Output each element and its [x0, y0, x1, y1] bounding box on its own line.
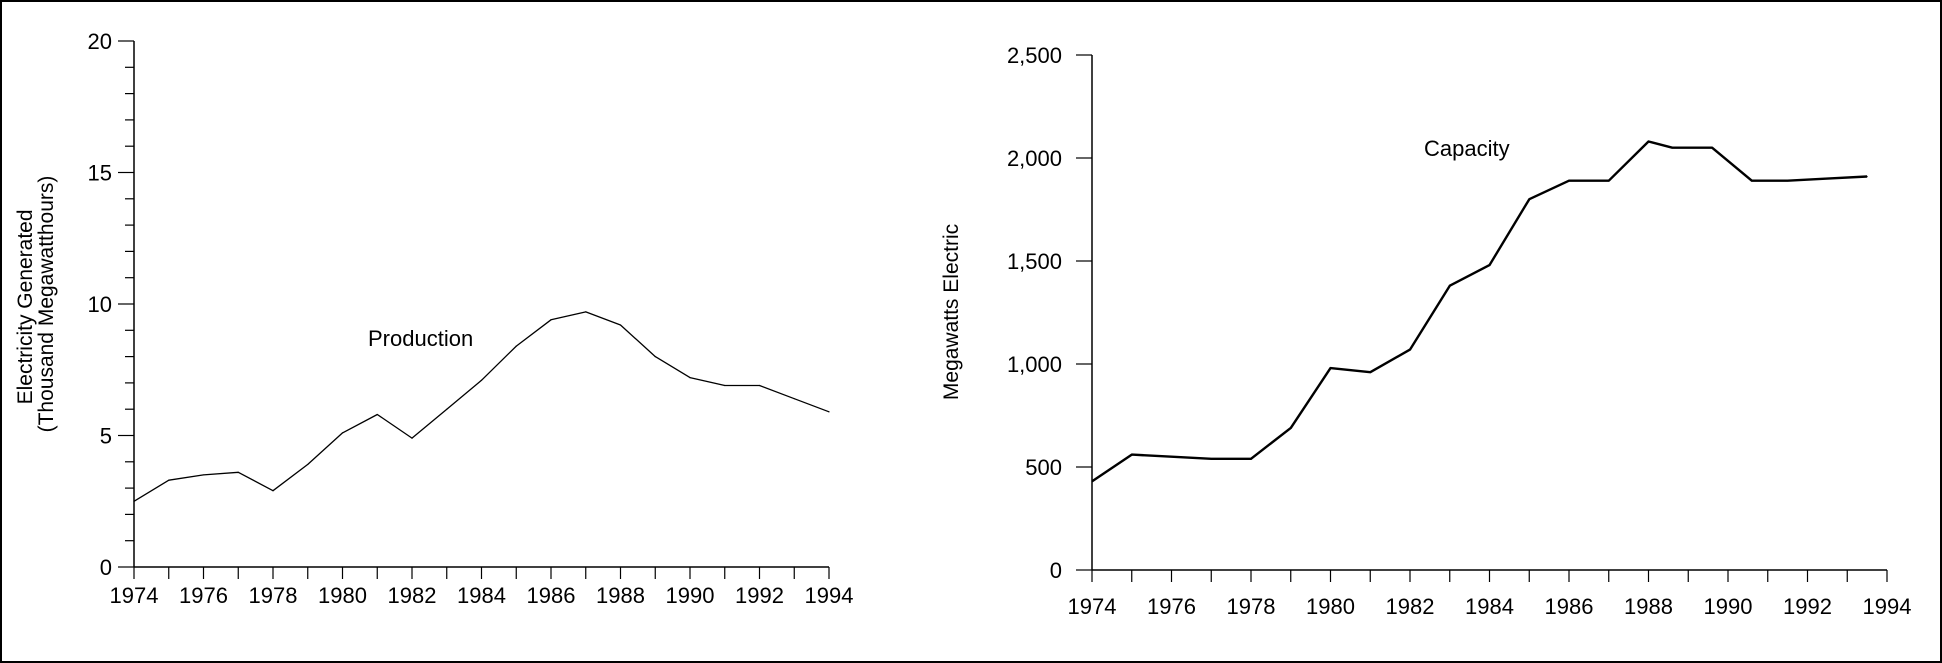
production-data-point [724, 384, 726, 387]
capacity-data-point [1449, 285, 1451, 287]
production-data-point [619, 324, 622, 326]
capacity-x-tick-label: 1980 [1306, 594, 1355, 619]
capacity-y-axis-title-line-1: Megawatts Electric [940, 224, 963, 400]
capacity-y-tick-label: 0 [1050, 558, 1062, 583]
production-x-tick-label: 1988 [596, 583, 645, 608]
capacity-y-tick-label: 2,500 [1007, 43, 1062, 68]
production-data-point [168, 479, 170, 481]
production-y-tick-label: 0 [100, 555, 112, 580]
capacity-x-tick-label: 1986 [1545, 594, 1594, 619]
production-data-point [272, 490, 274, 492]
capacity-data-point [1369, 371, 1371, 373]
production-data-point [689, 377, 691, 379]
production-data-point [307, 463, 309, 466]
production-y-axis-title-line-1: Electricity Generated [14, 209, 37, 404]
production-x-tick-label: 1990 [666, 583, 715, 608]
capacity-data-point [1568, 180, 1570, 182]
capacity-y-tick-label: 1,000 [1007, 352, 1062, 377]
capacity-data-point [1671, 147, 1673, 149]
production-x-tick-label: 1974 [110, 583, 159, 608]
production-x-tick-label: 1994 [805, 583, 854, 608]
production-y-tick-label: 20 [88, 29, 112, 54]
capacity-data-point [1409, 348, 1411, 351]
capacity-data-point [1091, 480, 1093, 483]
production-data-point [341, 432, 344, 434]
capacity-x-tick-label: 1988 [1624, 594, 1673, 619]
production-data-point [376, 413, 378, 416]
production-data-point [654, 356, 656, 358]
capacity-x-tick-label: 1992 [1783, 594, 1832, 619]
production-data-point [202, 474, 205, 476]
production-x-tick-label: 1978 [249, 583, 298, 608]
capacity-data-point [1826, 178, 1828, 180]
production-x-tick-label: 1984 [457, 583, 506, 608]
production-y-axis-title: Electricity Generated (Thousand Megawatt… [14, 176, 58, 433]
capacity-data-point [1329, 367, 1332, 369]
capacity-data-point [1647, 140, 1650, 143]
production-data-point [515, 345, 517, 347]
capacity-data-point [1488, 264, 1491, 266]
capacity-data-point [1528, 198, 1530, 200]
production-x-tick-label: 1982 [388, 583, 437, 608]
production-y-tick-label: 10 [88, 292, 112, 317]
capacity-data-point [1250, 458, 1252, 460]
capacity-data-point [1131, 454, 1133, 456]
production-y-tick-label: 15 [88, 161, 112, 186]
capacity-data-point [1866, 175, 1868, 178]
capacity-x-tick-label: 1994 [1863, 594, 1912, 619]
production-data-point [793, 398, 795, 400]
capacity-y-tick-label: 2,000 [1007, 146, 1062, 171]
capacity-data-point [1608, 180, 1610, 182]
capacity-x-tick-label: 1984 [1465, 594, 1514, 619]
capacity-data-point [1711, 147, 1713, 149]
capacity-x-tick-label: 1990 [1704, 594, 1753, 619]
production-data-point [237, 471, 239, 473]
production-data-point [446, 408, 448, 410]
production-data-point [480, 379, 483, 381]
production-y-axis-title-line-2: (Thousand Megawatthours) [35, 176, 58, 433]
production-data-point [550, 319, 552, 321]
capacity-data-point [1751, 180, 1753, 182]
production-data-point [758, 384, 761, 387]
capacity-series-line [1091, 140, 1868, 483]
capacity-x-tick-label: 1976 [1147, 594, 1196, 619]
capacity-data-point [1210, 458, 1212, 460]
capacity-data-point [1787, 180, 1789, 182]
production-x-tick-label: 1992 [735, 583, 784, 608]
capacity-y-axis-title: Megawatts Electric [940, 224, 963, 400]
production-series-label: Production [368, 326, 473, 351]
production-data-point [585, 311, 587, 313]
production-x-tick-label: 1980 [318, 583, 367, 608]
capacity-chart: Capacity Megawatts Electric 1974 1976 1978… [940, 43, 1911, 619]
capacity-x-tick-label: 1978 [1227, 594, 1276, 619]
production-x-tick-label: 1986 [527, 583, 576, 608]
capacity-x-tick-label: 1982 [1386, 594, 1435, 619]
capacity-data-point [1290, 427, 1292, 429]
production-x-tick-label: 1976 [179, 583, 228, 608]
production-data-point [411, 437, 413, 439]
production-y-tick-label: 5 [100, 424, 112, 449]
capacity-y-tick-label: 1,500 [1007, 249, 1062, 274]
production-data-point [133, 500, 135, 502]
capacity-series-label: Capacity [1424, 136, 1510, 161]
capacity-x-tick-label: 1974 [1068, 594, 1117, 619]
production-chart: Production Electricity Generated (Thousa… [14, 29, 853, 608]
capacity-data-point [1170, 456, 1173, 458]
capacity-y-tick-label: 500 [1025, 455, 1062, 480]
production-data-point [828, 411, 830, 413]
